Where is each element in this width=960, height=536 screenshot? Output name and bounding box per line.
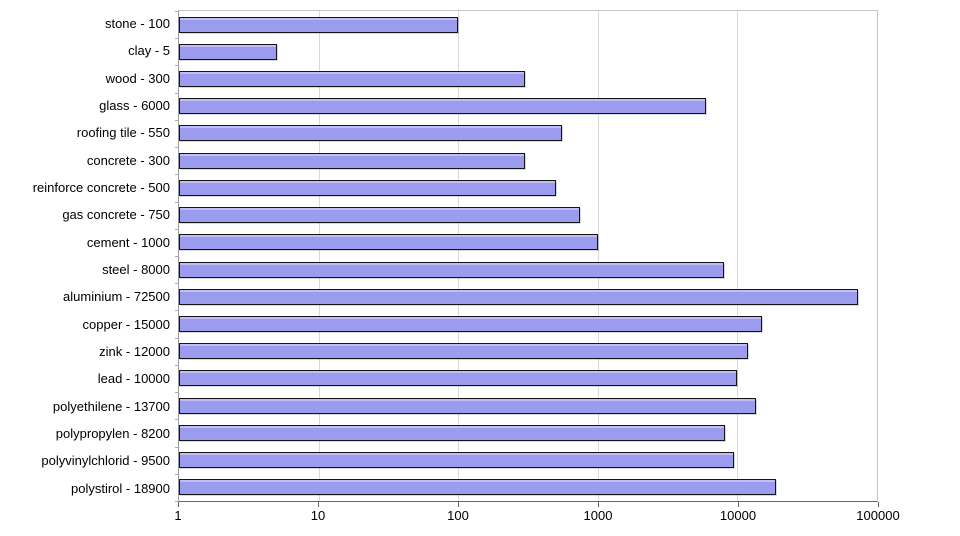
bar: [179, 207, 581, 224]
bar: [179, 479, 776, 496]
x-tick-label: 100000: [856, 508, 900, 523]
y-axis-tick: [175, 119, 179, 121]
bar-row: [179, 474, 877, 501]
bar: [179, 343, 749, 360]
bar-row: [179, 38, 877, 65]
plot-area: [175, 10, 878, 502]
bar: [179, 370, 738, 387]
bar-row: [179, 392, 877, 419]
y-axis-tick: [175, 11, 179, 12]
bar: [179, 234, 598, 251]
category-label: polyethilene - 13700: [52, 398, 170, 414]
bar-row: [179, 283, 877, 310]
bar: [179, 261, 724, 278]
y-axis-tick: [175, 256, 179, 257]
category-label: polyvinylchlorid - 9500: [41, 453, 170, 469]
x-axis-tickmarks: [178, 502, 879, 507]
bar: [179, 452, 735, 469]
bar-rows: [179, 11, 877, 501]
x-axis-tick-labels: 1 10 100 1000 10000 100000: [174, 508, 899, 528]
bar-row: [179, 447, 877, 474]
y-axis-tick: [175, 283, 179, 285]
category-label: wood - 300: [105, 70, 170, 86]
bar: [179, 43, 277, 60]
x-tick-label: 10000: [719, 508, 757, 523]
y-axis-tick: [175, 419, 179, 421]
bar: [179, 179, 556, 196]
y-axis-tick: [175, 501, 179, 502]
x-tick-label: 100: [447, 508, 469, 523]
category-label: gas concrete - 750: [62, 207, 170, 223]
bar-row: [179, 419, 877, 446]
gridline: [737, 11, 739, 501]
category-label: clay - 5: [128, 43, 170, 59]
category-label: steel - 8000: [102, 262, 170, 278]
x-axis-tick: [458, 502, 459, 507]
bar-row: [179, 65, 877, 92]
x-axis-tick: [738, 502, 739, 507]
y-axis-tick: [175, 174, 179, 176]
bar-row: [179, 310, 877, 337]
y-axis-labels: stone - 100 clay - 5 wood - 300 glass - 600…: [0, 10, 170, 502]
y-axis-tick: [175, 364, 179, 366]
bar: [179, 316, 762, 333]
category-label: polystirol - 18900: [71, 480, 170, 496]
y-axis-tick: [175, 38, 179, 40]
category-label: stone - 100: [104, 16, 170, 32]
category-label: aluminium - 72500: [63, 289, 170, 305]
y-axis-tick: [175, 337, 179, 339]
x-axis-tick: [878, 502, 879, 507]
bar-row: [179, 174, 877, 201]
bar: [179, 16, 459, 33]
bar: [179, 288, 858, 305]
bar-row: [179, 147, 877, 174]
gridline: [318, 11, 320, 501]
y-axis-tick: [175, 228, 179, 230]
category-label: copper - 15000: [82, 316, 170, 332]
x-axis-tick: [178, 502, 179, 507]
y-axis-tick: [175, 201, 179, 203]
category-label: roofing tile - 550: [76, 125, 170, 141]
category-label: glass - 6000: [99, 98, 170, 114]
y-axis-tick: [175, 65, 179, 67]
category-label: cement - 1000: [86, 234, 170, 250]
y-axis-tick: [175, 392, 179, 394]
category-label: concrete - 300: [86, 152, 170, 168]
bar: [179, 397, 757, 414]
bar: [179, 71, 525, 88]
bar-row: [179, 120, 877, 147]
gridline: [458, 11, 460, 501]
category-label: zink - 12000: [99, 344, 170, 360]
category-label: reinforce concrete - 500: [32, 180, 170, 196]
bar-row: [179, 365, 877, 392]
y-axis-tick: [175, 147, 179, 149]
gridline: [597, 11, 599, 501]
bar-row: [179, 93, 877, 120]
bar: [179, 152, 525, 169]
x-axis-tick: [598, 502, 599, 507]
bar: [179, 424, 726, 441]
bar-row: [179, 229, 877, 256]
x-tick-label: 1: [174, 508, 182, 523]
bar-row: [179, 11, 877, 38]
y-axis-tick: [175, 473, 179, 475]
x-tick-label: 1000: [583, 508, 613, 523]
y-axis-tick: [175, 92, 179, 94]
bar: [179, 125, 562, 142]
y-axis-tick: [175, 310, 179, 312]
bar-row: [179, 256, 877, 283]
category-label: polypropylen - 8200: [55, 426, 170, 442]
bar-row: [179, 202, 877, 229]
y-axis-tick: [175, 446, 179, 448]
bar-row: [179, 338, 877, 365]
category-label: lead - 10000: [97, 371, 170, 387]
x-tick-label: 10: [310, 508, 326, 523]
bar: [179, 98, 707, 115]
x-axis-tick: [318, 502, 319, 507]
